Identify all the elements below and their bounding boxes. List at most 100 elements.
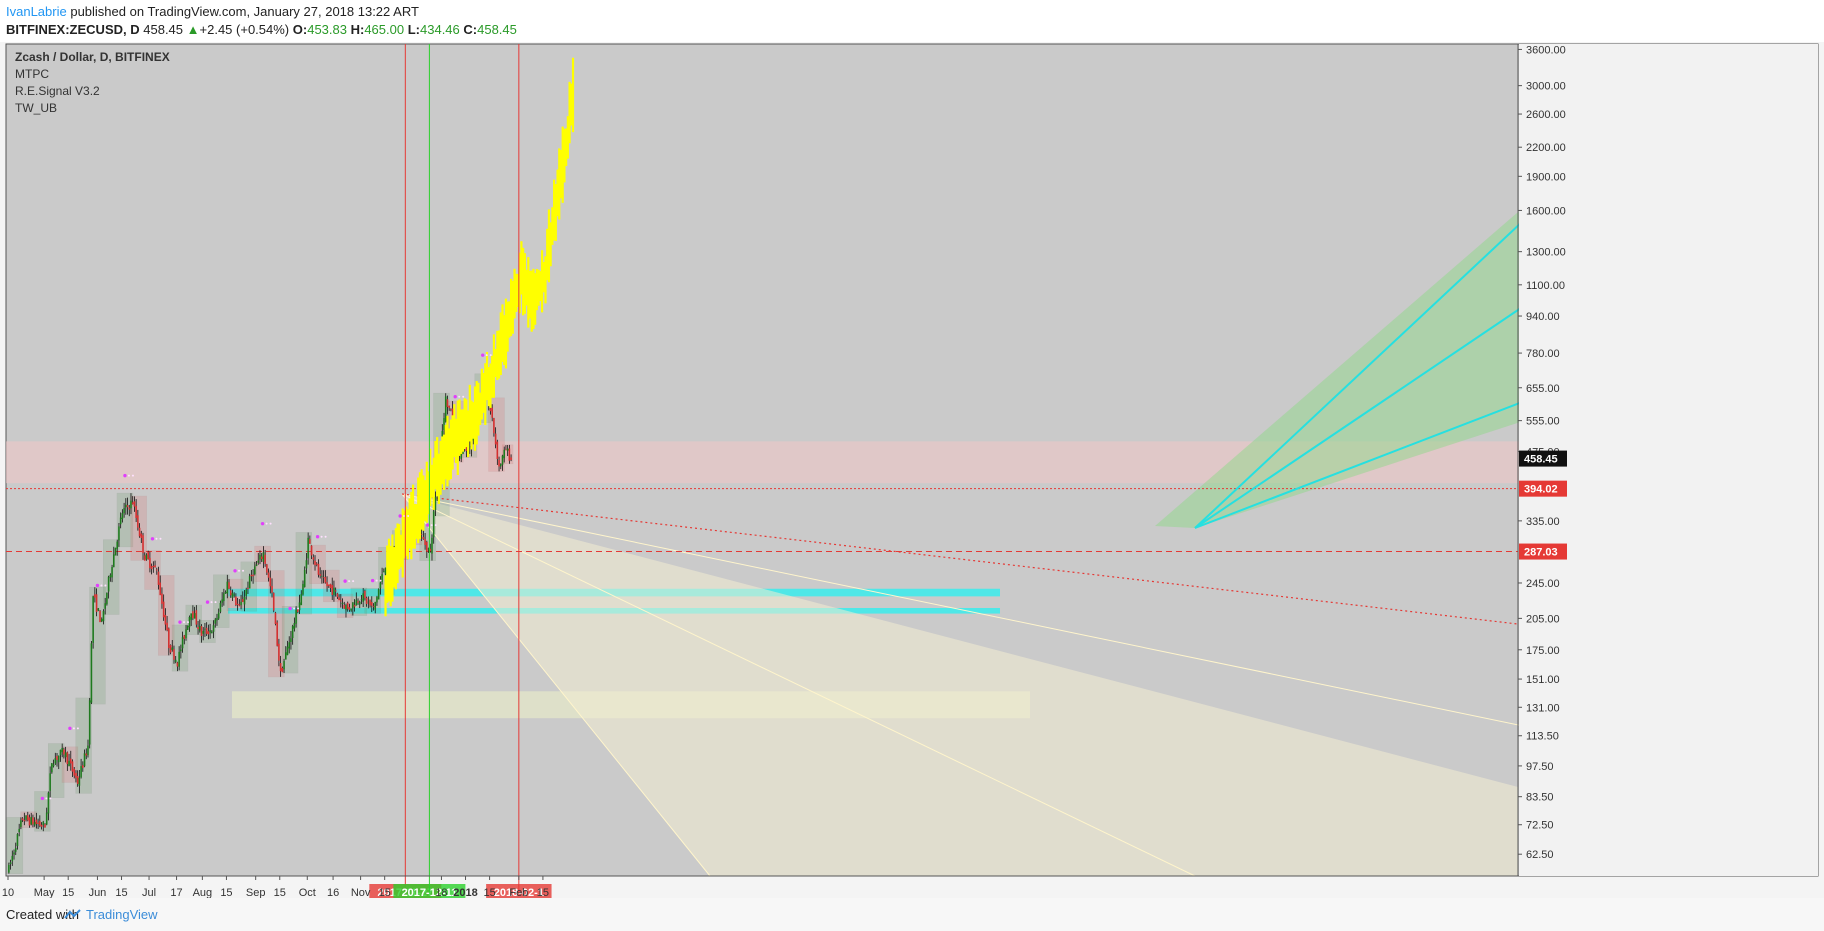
- signal-dot: [150, 537, 155, 541]
- signal-dot: [315, 534, 320, 539]
- legend-indicator-2: R.E.Signal V3.2: [15, 84, 100, 98]
- price-tick-label: 205.00: [1526, 613, 1560, 625]
- signal-dot: [425, 523, 430, 527]
- time-tick-label: 15: [62, 887, 74, 898]
- time-tick-label: May: [34, 887, 55, 898]
- legend-title: Zcash / Dollar, D, BITFINEX: [15, 50, 170, 64]
- price-tick-label: 655.00: [1526, 383, 1560, 395]
- time-tick-label: 15: [483, 887, 495, 898]
- signal-box: [130, 495, 147, 561]
- signal-box: [144, 550, 161, 590]
- price-tick-label: 245.00: [1526, 578, 1560, 590]
- time-tick-label: 17: [170, 887, 182, 898]
- signal-dot: [434, 524, 437, 527]
- fan-lower-cone: [402, 494, 1518, 876]
- tradingview-link[interactable]: TradingView: [86, 907, 158, 922]
- symbol-label: BITFINEX:ZECUSD, D: [6, 22, 140, 37]
- author-link[interactable]: IvanLabrie: [6, 4, 67, 19]
- chart-header: IvanLabrie published on TradingView.com,…: [0, 0, 1824, 42]
- fan-line-mid: [401, 493, 1196, 877]
- signal-dot: [481, 353, 485, 357]
- high-value: 465.00: [364, 22, 405, 37]
- signal-dot: [462, 395, 465, 398]
- level-price-label-0: 394.02: [1524, 484, 1558, 496]
- signal-dot: [242, 569, 245, 572]
- time-tick-label: Oct: [299, 887, 316, 898]
- signal-dot: [76, 727, 79, 730]
- published-text: published on TradingView.com, January 27…: [70, 4, 419, 19]
- signal-dot: [375, 579, 378, 582]
- low-label: L:: [407, 22, 420, 37]
- signal-dot: [155, 537, 158, 540]
- signal-dot: [40, 796, 45, 801]
- price-tick-label: 72.50: [1526, 820, 1554, 832]
- price-tick-label: 62.50: [1526, 849, 1554, 861]
- signal-dot: [233, 569, 237, 573]
- low-value: 434.46: [420, 22, 460, 37]
- time-tick-label: 10: [2, 887, 14, 898]
- signal-dot: [403, 515, 406, 518]
- price-tick-label: 3600.00: [1526, 44, 1566, 56]
- signal-box: [268, 570, 285, 678]
- price-axis[interactable]: [1519, 44, 1818, 876]
- date-marker-label-1: 2017-12-11: [402, 887, 458, 898]
- time-tick-label: Aug: [193, 887, 213, 898]
- price-tick-label: 151.00: [1526, 674, 1560, 686]
- signal-dot: [407, 515, 410, 518]
- price-tick-label: 131.00: [1526, 702, 1560, 714]
- last-price-label: 458.45: [1524, 454, 1558, 466]
- signal-dot: [324, 535, 327, 538]
- date-marker-badge-1: [393, 884, 466, 898]
- close-value: 458.45: [477, 22, 517, 37]
- price-tick-label: 335.00: [1526, 516, 1560, 528]
- ohlc-line: BITFINEX:ZECUSD, D 458.45 ▲+2.45 (+0.54%…: [6, 22, 517, 37]
- price-tick-label: 175.00: [1526, 645, 1560, 657]
- last-price-badge: [1519, 450, 1567, 467]
- high-label: H:: [350, 22, 365, 37]
- price-tick-label: 555.00: [1526, 416, 1560, 428]
- time-tick-label: 15: [115, 887, 127, 898]
- price-tick-label: 83.50: [1526, 792, 1554, 804]
- close-label: C:: [463, 22, 478, 37]
- last-price: 458.45: [143, 22, 184, 37]
- signal-dot: [288, 606, 292, 611]
- signal-dot: [210, 601, 213, 604]
- signal-dot: [320, 535, 323, 538]
- time-tick-label: 15: [274, 887, 286, 898]
- signal-dot: [352, 580, 355, 583]
- signal-dot: [293, 607, 296, 610]
- price-change: +2.45 (+0.54%): [199, 22, 290, 37]
- price-tick-label: 1900.00: [1526, 171, 1566, 183]
- footer: Created with TradingView: [0, 898, 1824, 931]
- signal-dot: [49, 797, 52, 800]
- time-tick-label: Nov: [351, 887, 371, 898]
- signal-dot: [348, 580, 351, 583]
- time-tick-label: 18: [435, 887, 447, 898]
- signal-dot: [45, 797, 48, 800]
- signal-dot: [297, 607, 300, 610]
- signal-dot: [370, 578, 375, 583]
- price-tick-label: 3000.00: [1526, 81, 1566, 93]
- signal-dot: [123, 473, 127, 478]
- price-tick-label: 2600.00: [1526, 109, 1566, 121]
- signal-dot: [104, 584, 107, 587]
- open-value: 453.83: [307, 22, 347, 37]
- legend-indicator-3: TW_UB: [15, 101, 57, 115]
- time-tick-label: 15: [537, 887, 549, 898]
- time-tick-label: 15: [220, 887, 232, 898]
- signal-dot: [238, 569, 241, 572]
- signal-dot: [131, 474, 134, 477]
- up-triangle-icon: ▲: [186, 22, 200, 37]
- level-price-badge-0: [1519, 480, 1567, 497]
- price-tick-label: 113.50: [1526, 731, 1559, 743]
- open-label: O:: [292, 22, 308, 37]
- signal-dot: [379, 579, 382, 582]
- price-tick-label: 1300.00: [1526, 247, 1566, 259]
- time-tick-label: 16: [327, 887, 339, 898]
- signal-dot: [214, 601, 217, 604]
- created-with-text: Created with: [6, 907, 79, 922]
- signal-box: [75, 697, 92, 794]
- time-tick-label: 15: [379, 887, 391, 898]
- fan-line-steep: [401, 493, 711, 877]
